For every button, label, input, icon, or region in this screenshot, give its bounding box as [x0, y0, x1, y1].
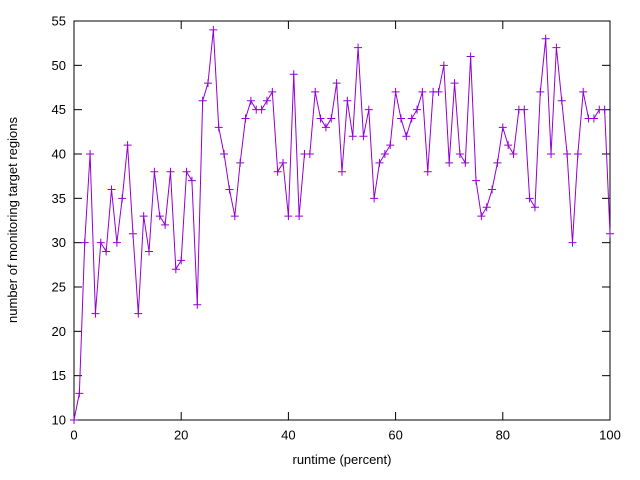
x-tick-label: 40 — [281, 428, 295, 443]
axis-tick-labels: 10 15 20 25 30 35 40 45 50 55 0 20 40 60 80 100 — [52, 14, 621, 443]
y-tick-label: 30 — [52, 235, 66, 250]
data-series — [70, 25, 614, 424]
y-tick-label: 35 — [52, 191, 66, 206]
x-axis-title: runtime (percent) — [293, 452, 392, 467]
axis-ticks — [73, 20, 611, 421]
y-axis-title: number of monitoring target regions — [5, 117, 20, 323]
plot-border — [73, 20, 611, 421]
y-tick-label: 40 — [52, 147, 66, 162]
y-tick-label: 25 — [52, 280, 66, 295]
y-tick-label: 50 — [52, 58, 66, 73]
y-tick-label: 45 — [52, 102, 66, 117]
y-tick-label: 10 — [52, 413, 66, 428]
y-tick-label: 55 — [52, 14, 66, 29]
data-series-line — [73, 29, 611, 421]
x-tick-label: 20 — [174, 428, 188, 443]
y-tick-label: 15 — [52, 368, 66, 383]
x-tick-label: 0 — [70, 428, 77, 443]
data-point-markers — [70, 25, 614, 424]
x-tick-label: 60 — [388, 428, 402, 443]
y-tick-label: 20 — [52, 324, 66, 339]
x-tick-label: 80 — [496, 428, 510, 443]
x-tick-label: 100 — [599, 428, 621, 443]
